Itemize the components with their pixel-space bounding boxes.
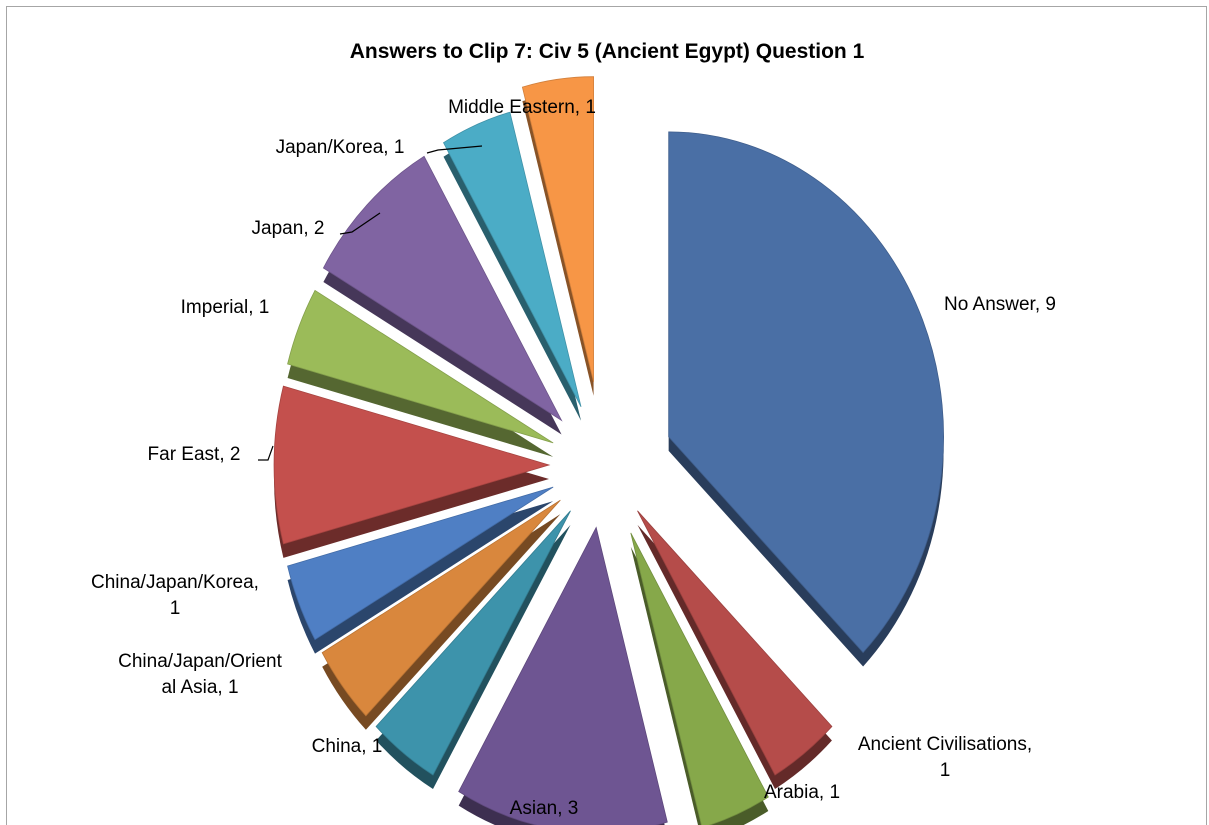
chart-title: Answers to Clip 7: Civ 5 (Ancient Egypt)… xyxy=(350,40,865,63)
data-label: China, 1 xyxy=(312,736,383,757)
data-label: China/Japan/Korea, 1 xyxy=(91,572,259,619)
pie-slice xyxy=(287,486,554,641)
data-label-line: China/Japan/Korea, xyxy=(91,572,259,593)
data-label-line: 1 xyxy=(940,760,951,781)
data-label-line: No Answer, 9 xyxy=(944,294,1056,315)
pie-slice xyxy=(273,385,551,545)
data-label: Middle Eastern, 1 xyxy=(448,97,596,118)
data-label: Arabia, 1 xyxy=(764,782,840,803)
pie-slice-side xyxy=(287,501,554,654)
data-label-line: al Asia, 1 xyxy=(161,677,238,698)
pie-slice xyxy=(375,510,571,776)
data-label-line: Japan/Korea, 1 xyxy=(276,137,405,158)
data-label: Ancient Civilisations, 1 xyxy=(858,734,1032,781)
leader-line xyxy=(426,145,483,154)
data-label-line: China, 1 xyxy=(312,736,383,757)
data-label: Japan, 2 xyxy=(252,218,325,239)
data-label-line: 1 xyxy=(170,598,181,619)
data-label-line: Imperial, 1 xyxy=(181,297,270,318)
data-label: Japan/Korea, 1 xyxy=(276,137,405,158)
leader-line xyxy=(258,445,274,461)
data-label-line: Asian, 3 xyxy=(510,798,579,819)
data-label-line: China/Japan/Orient xyxy=(118,651,282,672)
data-label-line: Far East, 2 xyxy=(148,444,241,465)
pie-slice xyxy=(321,499,561,717)
data-label: China/Japan/Orient al Asia, 1 xyxy=(118,651,282,698)
pie-slice xyxy=(442,111,582,407)
data-label-line: Japan, 2 xyxy=(252,218,325,239)
data-label-line: Ancient Civilisations, xyxy=(858,734,1032,755)
data-label-line: Arabia, 1 xyxy=(764,782,840,803)
data-label-line: Middle Eastern, 1 xyxy=(448,97,596,118)
pie-slice xyxy=(287,289,554,444)
data-label: Asian, 3 xyxy=(510,798,579,819)
pie-slice xyxy=(637,510,833,776)
pie-slices xyxy=(273,76,944,825)
pie-slice xyxy=(668,131,944,654)
pie-slice xyxy=(521,76,595,382)
leader-lines xyxy=(258,145,483,461)
data-label: Far East, 2 xyxy=(148,444,241,465)
pie-slice xyxy=(630,532,769,825)
pie-slice xyxy=(458,526,668,825)
data-label: No Answer, 9 xyxy=(944,294,1056,315)
data-label: Imperial, 1 xyxy=(181,297,270,318)
pie-slice xyxy=(322,155,563,422)
leader-line xyxy=(339,212,381,235)
data-labels: No Answer, 9 Ancient Civilisations, 1 Arabi… xyxy=(91,97,1056,819)
